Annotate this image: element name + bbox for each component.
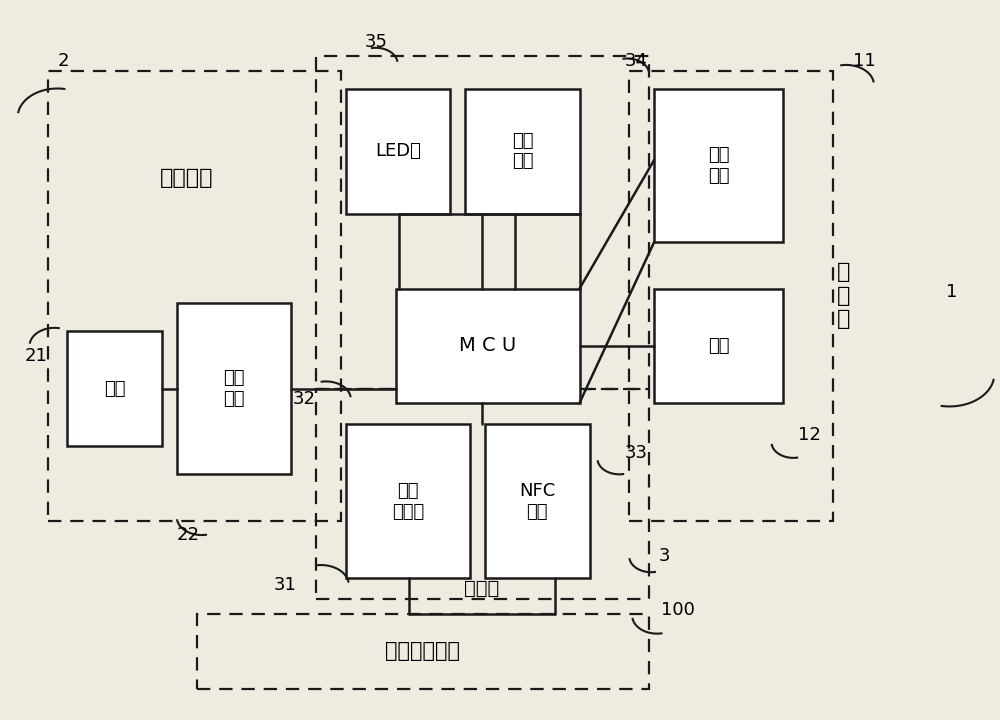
Text: 电池: 电池 <box>104 379 125 397</box>
Bar <box>465 89 580 214</box>
Text: 31: 31 <box>273 576 296 594</box>
Text: 控制板: 控制板 <box>464 579 500 598</box>
Text: 咪头: 咪头 <box>708 337 730 355</box>
Text: 35: 35 <box>364 33 387 51</box>
Text: 发热
元件: 发热 元件 <box>708 146 730 185</box>
Text: 非接触智能卡: 非接触智能卡 <box>385 642 460 662</box>
Text: 雾
化
器: 雾 化 器 <box>836 263 850 329</box>
Bar <box>67 331 162 446</box>
Bar <box>654 289 783 403</box>
Bar <box>177 303 291 474</box>
Bar <box>346 89 450 214</box>
Text: 3: 3 <box>659 547 671 565</box>
Text: 33: 33 <box>624 444 647 462</box>
Text: LED灯: LED灯 <box>375 142 421 160</box>
Text: 开关
模块: 开关 模块 <box>512 132 533 171</box>
Bar <box>654 89 783 242</box>
Bar <box>316 389 649 599</box>
Text: M C U: M C U <box>459 336 516 355</box>
Bar <box>48 71 341 521</box>
Bar <box>316 56 649 389</box>
Text: 21: 21 <box>25 348 48 366</box>
Text: 34: 34 <box>624 53 647 71</box>
Bar <box>197 613 649 688</box>
Text: 充电
模块: 充电 模块 <box>223 369 245 408</box>
Text: 11: 11 <box>853 53 876 71</box>
Text: 电池组件: 电池组件 <box>160 168 214 188</box>
Text: 感应
天线板: 感应 天线板 <box>392 482 424 521</box>
Text: 1: 1 <box>946 283 957 301</box>
Text: 100: 100 <box>661 601 695 619</box>
Text: 2: 2 <box>57 53 69 71</box>
Bar <box>485 424 590 578</box>
Bar <box>629 71 833 521</box>
Text: 32: 32 <box>293 390 316 408</box>
Text: 22: 22 <box>177 526 200 544</box>
Text: NFC
模块: NFC 模块 <box>519 482 555 521</box>
Text: 12: 12 <box>798 426 821 444</box>
Bar <box>396 289 580 403</box>
Bar <box>346 424 470 578</box>
